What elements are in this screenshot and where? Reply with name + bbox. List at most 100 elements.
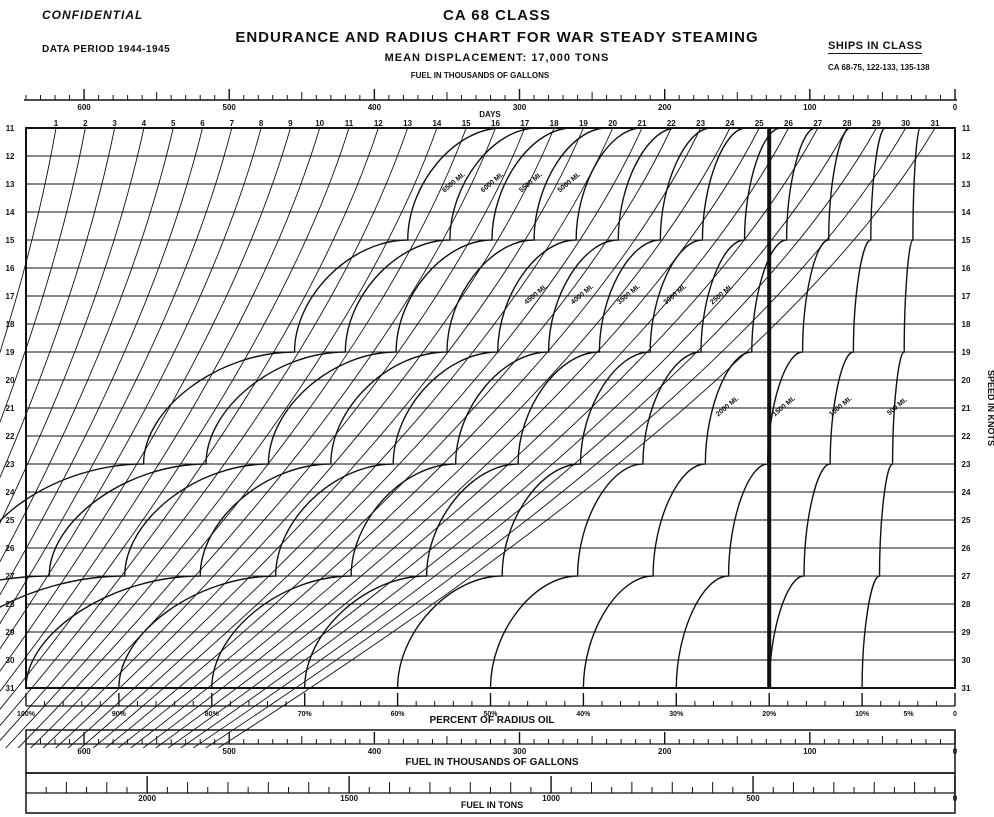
radius-curve: [675, 127, 851, 689]
day-tick-label: 19: [579, 119, 588, 128]
day-tick-label: 22: [667, 119, 676, 128]
tons-tick-label: 1500: [340, 794, 358, 803]
radius-curve-label: 5000 MI.: [557, 171, 582, 194]
radius-oil-tick-label: 80%: [205, 711, 220, 718]
data-period: DATA PERIOD 1944-1945: [42, 44, 171, 55]
day-tick-label: 15: [462, 119, 471, 128]
radius-oil-tick-label: 5%: [903, 711, 914, 718]
speed-axis-label: SPEED IN KNOTS: [986, 370, 994, 446]
radius-curve: [582, 127, 816, 689]
top-fuel-axis-label: FUEL IN THOUSANDS OF GALLONS: [411, 71, 550, 80]
speed-tick-label-right: 26: [962, 544, 971, 553]
speed-tick-label-right: 14: [962, 208, 971, 217]
day-tick-label: 17: [520, 119, 529, 128]
speed-tick-label-left: 29: [6, 628, 15, 637]
radius-oil-tick-label: 90%: [112, 711, 127, 718]
days-curve: [0, 127, 145, 524]
day-tick-label: 24: [725, 119, 734, 128]
day-tick-label: 27: [813, 119, 822, 128]
days-curve: [0, 127, 174, 563]
speed-tick-label-left: 12: [6, 152, 15, 161]
chart-title-class: CA 68 CLASS: [443, 7, 551, 24]
speed-tick-label-right: 15: [962, 236, 971, 245]
bottom-gallons-axis-label: FUEL IN THOUSANDS OF GALLONS: [405, 757, 578, 768]
radius-oil-tick-label: 10%: [855, 711, 870, 718]
gallons-tick-label: 400: [368, 747, 382, 756]
day-tick-label: 5: [171, 119, 176, 128]
days-curve: [5, 127, 438, 749]
days-curve: [0, 127, 379, 727]
day-tick-label: 29: [872, 119, 881, 128]
speed-tick-label-left: 11: [6, 124, 15, 133]
radius-oil-tick-label: 100%: [17, 711, 36, 718]
radius-curve-label: 2500 MI.: [709, 283, 734, 306]
chart-title: ENDURANCE AND RADIUS CHART FOR WAR STEAD…: [235, 29, 759, 46]
radius-curve: [211, 127, 677, 689]
top-fuel-tick-label: 400: [368, 103, 382, 112]
day-tick-label: 25: [755, 119, 764, 128]
radius-oil-tick-label: 60%: [391, 711, 406, 718]
day-tick-label: 30: [901, 119, 910, 128]
speed-tick-label-right: 29: [962, 628, 971, 637]
radius-oil-tick-label: 50%: [483, 711, 498, 718]
speed-tick-label-left: 16: [6, 264, 15, 273]
day-tick-label: 13: [403, 119, 412, 128]
top-fuel-tick-label: 300: [513, 103, 527, 112]
radius-curve: [489, 127, 781, 689]
day-tick-label: 7: [230, 119, 235, 128]
tons-tick-label: 2000: [138, 794, 156, 803]
radius-curve: [304, 127, 712, 689]
speed-tick-label-left: 15: [6, 236, 15, 245]
radius-oil-tick-label: 70%: [298, 711, 313, 718]
speed-tick-label-left: 21: [6, 404, 15, 413]
day-tick-label: 18: [550, 119, 559, 128]
day-tick-label: 14: [432, 119, 441, 128]
radius-curve: [768, 127, 886, 689]
speed-tick-label-right: 17: [962, 292, 971, 301]
radius-curve: [0, 127, 537, 581]
speed-tick-label-left: 26: [6, 544, 15, 553]
radius-curve-label: 5500 MI.: [518, 171, 543, 194]
gallons-tick-label: 500: [223, 747, 237, 756]
speed-tick-label-right: 27: [962, 572, 971, 581]
speed-tick-label-right: 25: [962, 516, 971, 525]
radius-oil-tick-label: 20%: [762, 711, 777, 718]
speed-tick-label-left: 25: [6, 516, 15, 525]
speed-tick-label-left: 23: [6, 460, 15, 469]
radius-curve: [118, 127, 642, 689]
days-curve: [80, 127, 614, 749]
gallons-tick-label: 600: [77, 747, 91, 756]
days-curve: [67, 127, 584, 749]
radius-curve: [396, 127, 747, 689]
speed-tick-label-left: 28: [6, 600, 15, 609]
days-curve: [0, 127, 57, 354]
days-curve: [0, 127, 291, 672]
top-fuel-tick-label: 200: [658, 103, 672, 112]
day-tick-label: 28: [843, 119, 852, 128]
days-curve: [0, 127, 262, 650]
top-fuel-tick-label: 600: [77, 103, 91, 112]
tons-tick-label: 0: [953, 794, 958, 803]
days-curve: [92, 127, 643, 749]
speed-tick-label-right: 18: [962, 320, 971, 329]
speed-tick-label-right: 22: [962, 432, 971, 441]
days-curve: [0, 127, 350, 710]
speed-tick-label-left: 14: [6, 208, 15, 217]
speed-tick-label-right: 31: [962, 684, 971, 693]
confidential-stamp: CONFIDENTIAL: [42, 8, 144, 22]
speed-tick-label-right: 23: [962, 460, 971, 469]
day-tick-label: 4: [142, 119, 147, 128]
day-tick-label: 21: [638, 119, 647, 128]
ships-in-class-heading: SHIPS IN CLASS: [828, 40, 923, 54]
days-curve: [105, 127, 672, 749]
radius-oil-axis-label: PERCENT OF RADIUS OIL: [429, 715, 554, 726]
days-curve: [142, 127, 760, 749]
day-tick-label: 3: [112, 119, 117, 128]
days-curve: [130, 127, 731, 749]
days-curve: [17, 127, 467, 749]
day-tick-label: 8: [259, 119, 264, 128]
radius-curve: [0, 127, 503, 523]
chart-subtitle: MEAN DISPLACEMENT: 17,000 TONS: [384, 52, 610, 64]
days-curve: [30, 127, 496, 749]
